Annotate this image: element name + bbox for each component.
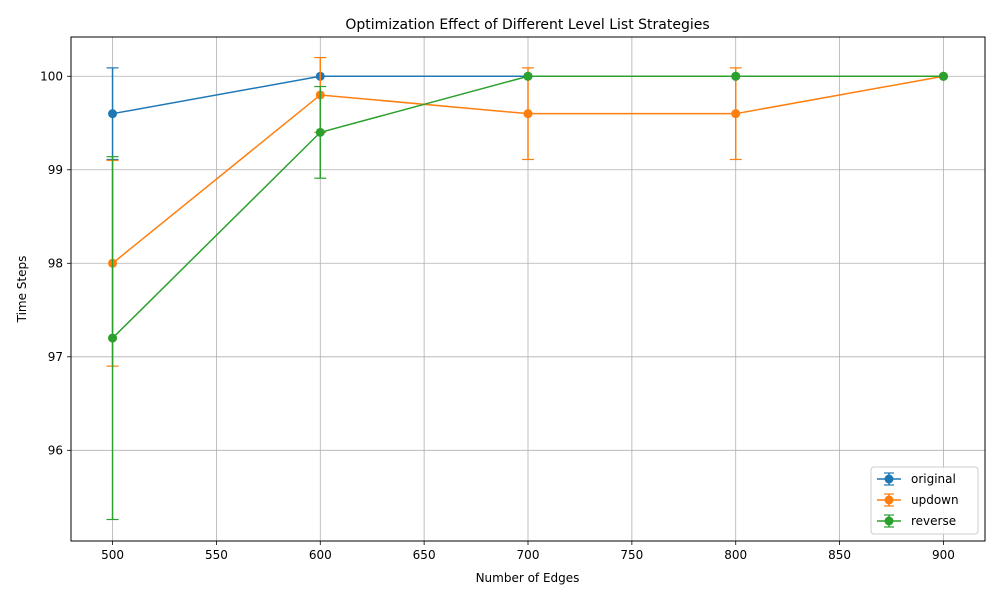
data-point <box>938 71 948 81</box>
y-tick-label: 100 <box>40 69 63 83</box>
data-point <box>108 109 118 119</box>
legend-marker <box>884 495 894 505</box>
legend-box <box>870 466 979 535</box>
legend-label: updown <box>911 493 959 507</box>
y-axis-ticks: 96 97 98 99 100 <box>40 69 71 457</box>
x-tick-label: 700 <box>517 548 540 562</box>
x-tick-label: 550 <box>205 548 228 562</box>
data-point <box>731 71 741 81</box>
y-tick-label: 96 <box>48 443 63 457</box>
series-layer <box>106 56 948 521</box>
data-point <box>523 71 533 81</box>
legend-label: reverse <box>911 514 956 528</box>
legend-marker <box>884 474 894 484</box>
data-point <box>523 109 533 119</box>
plot-frame <box>70 36 986 542</box>
x-tick-label: 650 <box>413 548 436 562</box>
y-tick-label: 97 <box>48 350 63 364</box>
data-point <box>108 333 118 343</box>
y-axis-label: Time Steps <box>15 256 29 324</box>
chart-title: Optimization Effect of Different Level L… <box>345 17 709 33</box>
x-axis-ticks: 500 550 600 650 700 750 800 850 900 <box>101 541 955 562</box>
series-reverse <box>106 71 948 521</box>
x-tick-label: 500 <box>101 548 124 562</box>
x-tick-label: 850 <box>828 548 851 562</box>
legend-entry-original: original <box>877 472 956 486</box>
x-tick-label: 600 <box>309 548 332 562</box>
legend-entry-updown: updown <box>877 493 959 507</box>
legend: original updown reverse <box>870 466 979 535</box>
data-point <box>315 127 325 137</box>
x-axis-label: Number of Edges <box>476 571 580 585</box>
legend-entry-reverse: reverse <box>877 514 956 528</box>
y-tick-label: 98 <box>48 256 63 270</box>
legend-label: original <box>911 472 956 486</box>
x-tick-label: 800 <box>724 548 747 562</box>
x-tick-label: 750 <box>620 548 643 562</box>
x-tick-label: 900 <box>932 548 955 562</box>
data-point <box>731 109 741 119</box>
legend-marker <box>884 516 894 526</box>
y-tick-label: 99 <box>48 163 63 177</box>
